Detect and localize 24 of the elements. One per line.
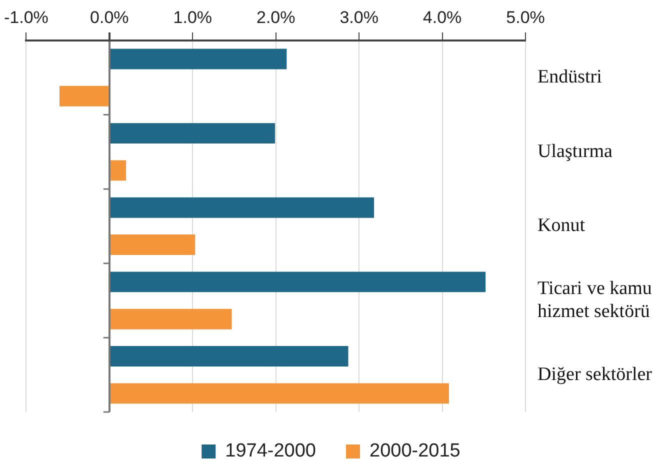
bar [110, 234, 196, 255]
legend-label: 1974-2000 [225, 440, 316, 462]
y-tick-label: Endüstri [538, 66, 602, 88]
x-tick-label: 2.0% [256, 8, 296, 27]
bar [110, 272, 486, 292]
y-tick-label: Diğer sektörler [538, 364, 653, 385]
bar [110, 197, 374, 218]
bar [110, 346, 348, 366]
y-tick-label: Ticari ve kamu hizmet sektörü [538, 278, 652, 322]
bar [59, 86, 108, 106]
y-tick-label: Konut [538, 215, 586, 236]
x-tick-label: 0.0% [90, 8, 129, 27]
bar [110, 123, 276, 144]
bar [110, 160, 126, 181]
legend-label: 2000-2015 [370, 440, 460, 462]
bar [110, 308, 232, 330]
x-tick-label: 4.0% [422, 8, 462, 27]
x-tick-label: 3.0% [340, 8, 378, 27]
bar [110, 48, 287, 70]
x-tick-label: 5.0% [506, 8, 545, 27]
y-tick-label: Ulaştırma [538, 140, 614, 162]
bar [110, 383, 449, 404]
x-tick-label: -1.0% [4, 8, 48, 27]
x-tick-label: 1.0% [173, 8, 212, 27]
